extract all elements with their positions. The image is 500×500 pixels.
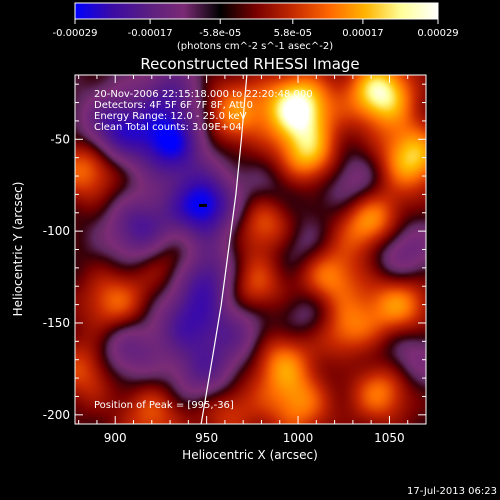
peak-marker <box>198 203 207 207</box>
marker-layer <box>198 203 207 207</box>
colorbar <box>74 2 439 20</box>
y-tick-label: -200 <box>43 408 70 422</box>
y-axis: -200 -150 -100 -50 <box>43 83 426 422</box>
colorbar-tick-label: 0.00017 <box>342 28 383 39</box>
chart-title: Reconstructed RHESSI Image <box>140 55 359 73</box>
x-tick-label: 1000 <box>283 431 314 445</box>
y-tick-label: -50 <box>50 132 70 146</box>
colorbar-tick-label: 0.00029 <box>417 28 458 39</box>
peak-position-label: Position of Peak = [995,-36] <box>94 400 234 411</box>
heatmap <box>75 75 426 424</box>
annotation-block: 20-Nov-2006 22:15:18.000 to 22:20:48.000… <box>94 89 313 133</box>
x-tick-label: 900 <box>104 431 127 445</box>
y-tick-label: -100 <box>43 224 70 238</box>
y-axis-label: Heliocentric Y (arcsec) <box>11 182 25 317</box>
solar-limb-line <box>200 75 248 424</box>
colorbar-tick-label: -5.8e-05 <box>199 28 241 39</box>
annotation-line: Detectors: 4F 5F 6F 7F 8F, Att 0 <box>94 100 253 111</box>
footer-timestamp: 17-Jul-2013 06:23 <box>407 486 497 497</box>
x-tick-label: 950 <box>195 431 218 445</box>
colorbar-ticks: -0.00029 -0.00017 -5.8e-05 5.8e-05 0.00017 0.… <box>53 19 459 39</box>
colorbar-tick-label: -0.00029 <box>53 28 98 39</box>
x-tick-label: 1050 <box>374 431 405 445</box>
x-axis: 900 950 1000 1050 <box>78 75 427 445</box>
x-axis-label: Heliocentric X (arcsec) <box>182 448 318 462</box>
annotation-line: 20-Nov-2006 22:15:18.000 to 22:20:48.000 <box>94 89 313 100</box>
colorbar-tick-label: 5.8e-05 <box>274 28 312 39</box>
heatmap-image <box>75 75 426 424</box>
annotation-line: Energy Range: 12.0 - 25.0 keV <box>94 111 247 122</box>
y-tick-label: -150 <box>43 316 70 330</box>
annotation-line: Clean Total counts: 3.09E+04 <box>94 122 242 133</box>
colorbar-unit-label: (photons cm^-2 s^-1 asec^-2) <box>177 41 333 52</box>
colorbar-tick-label: -0.00017 <box>128 28 173 39</box>
